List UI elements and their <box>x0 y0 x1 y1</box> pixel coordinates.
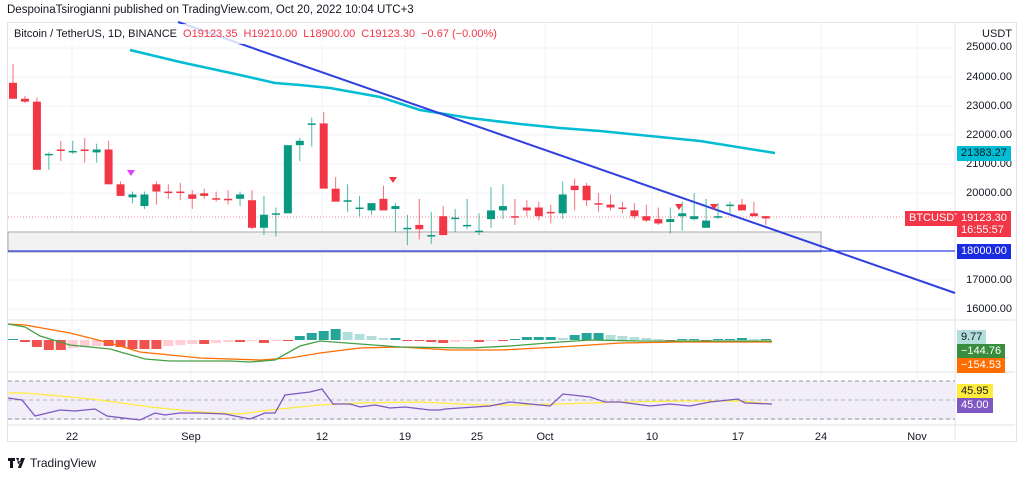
signal-line <box>7 323 772 361</box>
price-tick: 23000.00 <box>966 100 1012 112</box>
price-tick: 24000.00 <box>966 71 1012 83</box>
time-tick: Nov <box>907 431 927 443</box>
rsi-line <box>7 388 773 421</box>
time-tick: 24 <box>814 431 828 443</box>
rsi-tag: 45.00 <box>957 398 993 413</box>
chart-legend: Bitcoin / TetherUS, 1D, BINANCE O19123.3… <box>8 24 509 44</box>
close-value: C19123.30 <box>361 28 416 40</box>
rsi-ma-tag: 45.95 <box>957 384 993 399</box>
time-tick: 19 <box>398 431 412 443</box>
macd-hist-tag: 9.77 <box>957 330 987 345</box>
price-tick: 17000.00 <box>966 274 1012 286</box>
signal-tag: −154.53 <box>957 358 1006 373</box>
last-price: 19123.30 <box>961 212 1007 224</box>
low-value: L18900.00 <box>303 28 356 40</box>
price-tick: 21000.00 <box>966 158 1012 170</box>
price-tick: 25000.00 <box>966 41 1012 53</box>
currency-label: USDT <box>982 28 1012 40</box>
open-value: O19123.35 <box>183 28 238 40</box>
ma-value-tag: 21383.27 <box>957 146 1011 161</box>
signal-markers <box>127 170 718 210</box>
tradingview-logo[interactable]: TradingView <box>8 456 96 470</box>
time-tick: 25 <box>470 431 484 443</box>
time-tick: Oct <box>536 431 554 443</box>
time-tick: 10 <box>645 431 659 443</box>
change-value: −0.67 (−0.00%) <box>421 28 497 40</box>
bar-countdown: 16:55:57 <box>961 224 1004 236</box>
symbol-tag: BTCUSDT <box>905 211 965 226</box>
price-tick: 22000.00 <box>966 129 1012 141</box>
candlesticks <box>9 63 770 246</box>
price-tick: 16000.00 <box>966 303 1012 315</box>
last-price-tag: 19123.30 16:55:57 <box>957 211 1011 237</box>
publisher-line: DespoinaTsirogianni published on Trading… <box>7 4 414 16</box>
high-value: H19210.00 <box>243 28 298 40</box>
time-tick: Sep <box>181 431 201 443</box>
support-zone <box>7 231 822 253</box>
level-tag: 18000.00 <box>957 244 1011 259</box>
time-tick: 12 <box>315 431 329 443</box>
time-tick: 17 <box>731 431 745 443</box>
price-tick: 20000.00 <box>966 187 1012 199</box>
macd-line <box>7 323 772 363</box>
time-tick: 22 <box>65 431 79 443</box>
tradingview-logo-icon <box>8 458 25 468</box>
symbol-title[interactable]: Bitcoin / TetherUS, 1D, BINANCE <box>14 28 178 40</box>
brand-name: TradingView <box>30 456 97 470</box>
macd-tag: −144.76 <box>957 344 1006 359</box>
trendline <box>177 21 956 294</box>
moving-average-line <box>129 48 776 155</box>
